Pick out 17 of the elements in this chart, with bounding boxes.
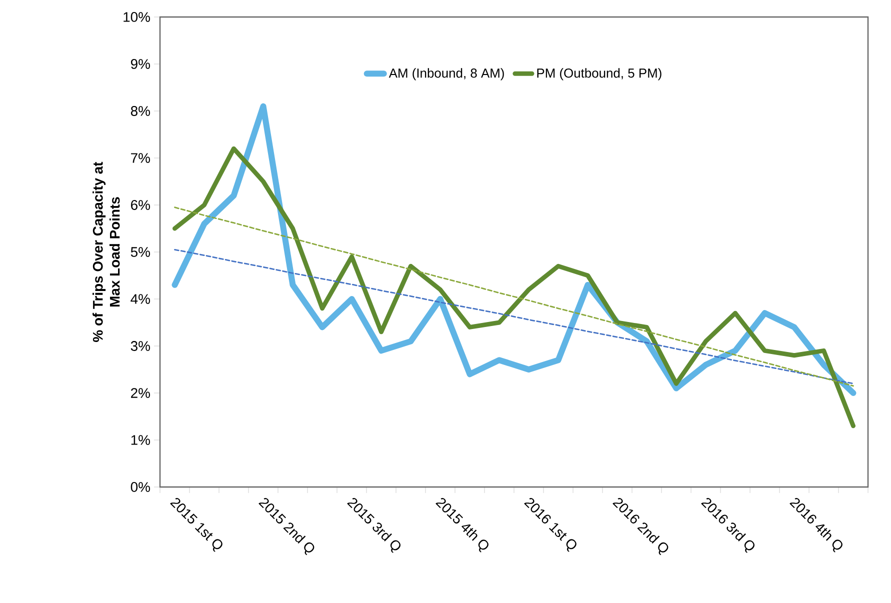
line-series (174, 248, 854, 384)
legend-label: AM (Inbound, 8 AM) (388, 68, 504, 80)
y-tick-label: 2% (131, 388, 150, 398)
y-tick-label: 10% (124, 12, 150, 22)
y-tick-label: 4% (130, 294, 150, 304)
legend-label: PM (Outbound, 5 PM) (537, 68, 662, 80)
y-tick-label: 0% (130, 482, 150, 492)
y-tick-label: 6% (131, 200, 150, 210)
y-tick-label: 7% (131, 153, 150, 163)
y-tick-label: 3% (130, 341, 150, 351)
y-tick-label: 1% (131, 435, 150, 445)
y-tick-label: 8% (130, 106, 150, 116)
y-tick-label: 9% (130, 59, 150, 69)
y-tick-label: 5% (130, 247, 150, 257)
line-series (174, 206, 854, 387)
line-series (172, 146, 856, 428)
y-axis-title: % of Trips Over Capacity at Max Load Points (92, 162, 120, 342)
